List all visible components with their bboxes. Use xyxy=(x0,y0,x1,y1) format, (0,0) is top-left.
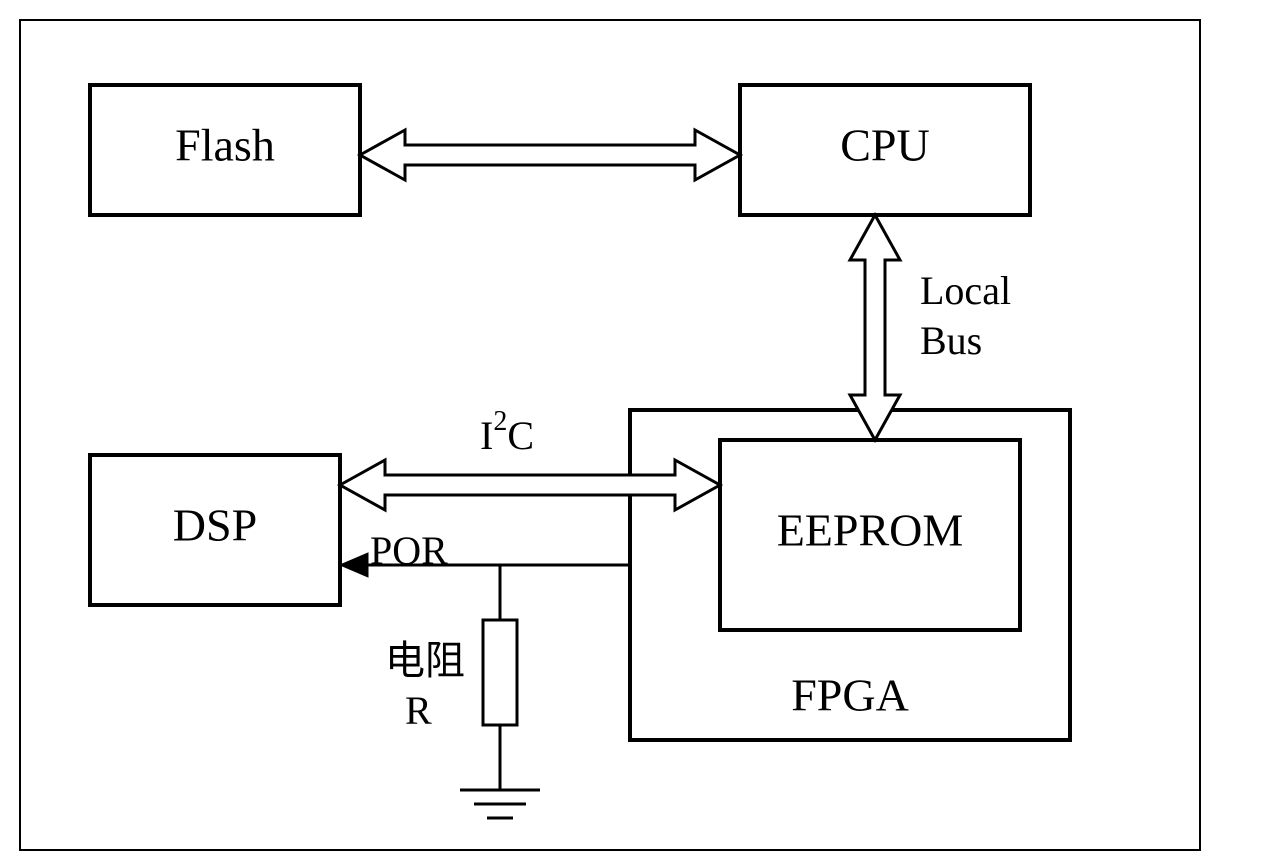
block-diagram: Flash CPU DSP FPGA EEPROM Local Bus I2C POR 电阻 R xyxy=(0,0,1278,861)
resistor-body xyxy=(483,620,517,725)
eeprom-label: EEPROM xyxy=(777,505,964,556)
i2c-label: I2C xyxy=(480,406,534,458)
cpu-label: CPU xyxy=(840,120,929,171)
arrow-flash-cpu xyxy=(360,130,740,180)
por-arrowhead xyxy=(340,553,368,577)
local-bus-label-1: Local xyxy=(920,268,1011,313)
por-label: POR xyxy=(370,528,448,573)
fpga-label: FPGA xyxy=(791,670,909,721)
resistor-label-r: R xyxy=(405,688,432,733)
arrow-cpu-fpga xyxy=(850,215,900,440)
resistor-label-ch: 电阻 xyxy=(385,638,465,683)
dsp-label: DSP xyxy=(173,500,257,551)
flash-label: Flash xyxy=(175,120,275,171)
local-bus-label-2: Bus xyxy=(920,318,982,363)
